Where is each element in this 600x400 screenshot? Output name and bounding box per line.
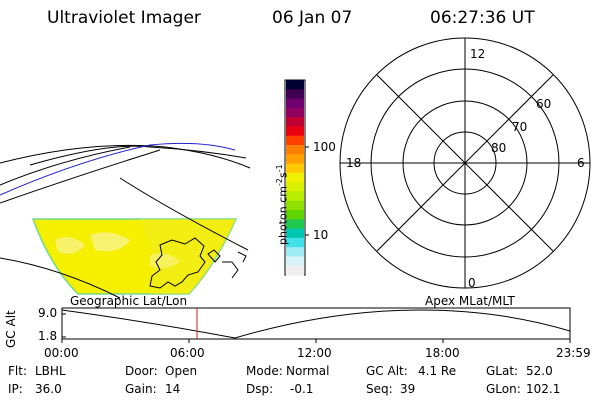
mlat-label-80: 80 xyxy=(491,141,507,155)
observation-time: 06:27:36 UT xyxy=(430,8,535,28)
instrument-title: Ultraviolet Imager xyxy=(47,8,201,28)
colorbar-cell xyxy=(286,210,304,220)
colorbar-cell xyxy=(286,228,304,239)
colorbar-cell xyxy=(286,98,304,109)
colorbar-tick-100: 100 xyxy=(313,140,336,154)
altitude-ytick-low: 1.8 xyxy=(38,329,58,343)
colorbar-cell xyxy=(286,154,304,165)
mlt-label-0: 0 xyxy=(468,276,476,290)
time-tick: 23:59 xyxy=(556,346,591,360)
glat-label: GLat: xyxy=(486,364,519,378)
dsp-label: Dsp: xyxy=(246,382,274,396)
ip-label: IP: xyxy=(8,382,23,396)
observation-date: 06 Jan 07 xyxy=(272,8,353,28)
gain-value: 14 xyxy=(165,382,181,396)
time-tick: 12:00 xyxy=(297,346,332,360)
colorbar-cell xyxy=(286,256,304,267)
altitude-ytick-high: 9.0 xyxy=(38,306,58,320)
colorbar-cell xyxy=(286,107,304,118)
terminator-line xyxy=(0,142,236,196)
mode-label: Mode: xyxy=(246,364,283,378)
seq-label: Seq: xyxy=(366,382,393,396)
colorbar-gradient xyxy=(286,80,304,276)
filter-value: LBHL xyxy=(35,364,66,378)
gain-label: Gain: xyxy=(125,382,157,396)
colorbar-cell xyxy=(286,247,304,258)
colorbar-cell xyxy=(286,80,304,90)
filter-label: Flt: xyxy=(8,364,27,378)
colorbar-tick-10: 10 xyxy=(313,228,329,242)
time-tick: 06:00 xyxy=(170,346,205,360)
ip-value: 36.0 xyxy=(35,382,62,396)
glat-value: 52.0 xyxy=(526,364,553,378)
geo-map-label: Geographic Lat/Lon xyxy=(70,294,188,308)
time-tick: 18:00 xyxy=(425,346,460,360)
colorbar-cell xyxy=(286,117,304,128)
altitude-ylabel: GC Alt xyxy=(4,310,18,348)
time-tick: 00:00 xyxy=(44,346,79,360)
glon-value: 102.1 xyxy=(526,382,561,396)
colorbar-cell xyxy=(286,191,304,202)
altitude-plot xyxy=(61,307,571,343)
dsp-value: -0.1 xyxy=(290,382,314,396)
colorbar-cell xyxy=(286,219,304,230)
colorbar-cell xyxy=(286,265,304,276)
lat-lon-grid xyxy=(0,144,251,169)
mlt-label-18: 18 xyxy=(346,156,362,170)
colorbar-cell xyxy=(286,145,304,155)
gc-alt-label: GC Alt: xyxy=(366,364,408,378)
door-label: Door: xyxy=(125,364,158,378)
colorbar-cell xyxy=(286,135,304,146)
mlat-label-60: 60 xyxy=(536,97,552,111)
mlat-label-70: 70 xyxy=(512,120,528,134)
colorbar-cell xyxy=(286,237,304,248)
gc-alt-value: 4.1 Re xyxy=(418,364,457,378)
colorbar-cell xyxy=(286,182,304,193)
colorbar-cell xyxy=(286,172,304,183)
colorbar-unit-label: photon cm-2s-1 xyxy=(275,164,290,245)
altitude-curve xyxy=(61,309,571,339)
glon-label: GLon: xyxy=(486,382,521,396)
mode-value: Normal xyxy=(286,364,330,378)
seq-value: 39 xyxy=(400,382,416,396)
colorbar-cell xyxy=(286,126,304,137)
coastline xyxy=(149,237,206,289)
geographic-map xyxy=(0,142,251,299)
door-value: Open xyxy=(165,364,198,378)
colorbar xyxy=(284,79,309,276)
colorbar-cell xyxy=(286,200,304,211)
colorbar-cell xyxy=(286,89,304,100)
mlt-label-12: 12 xyxy=(470,47,486,61)
polar-label: Apex MLat/MLT xyxy=(425,294,515,308)
polar-plot xyxy=(339,37,591,289)
mlt-label-6: 6 xyxy=(577,156,585,170)
colorbar-cell xyxy=(286,163,304,174)
